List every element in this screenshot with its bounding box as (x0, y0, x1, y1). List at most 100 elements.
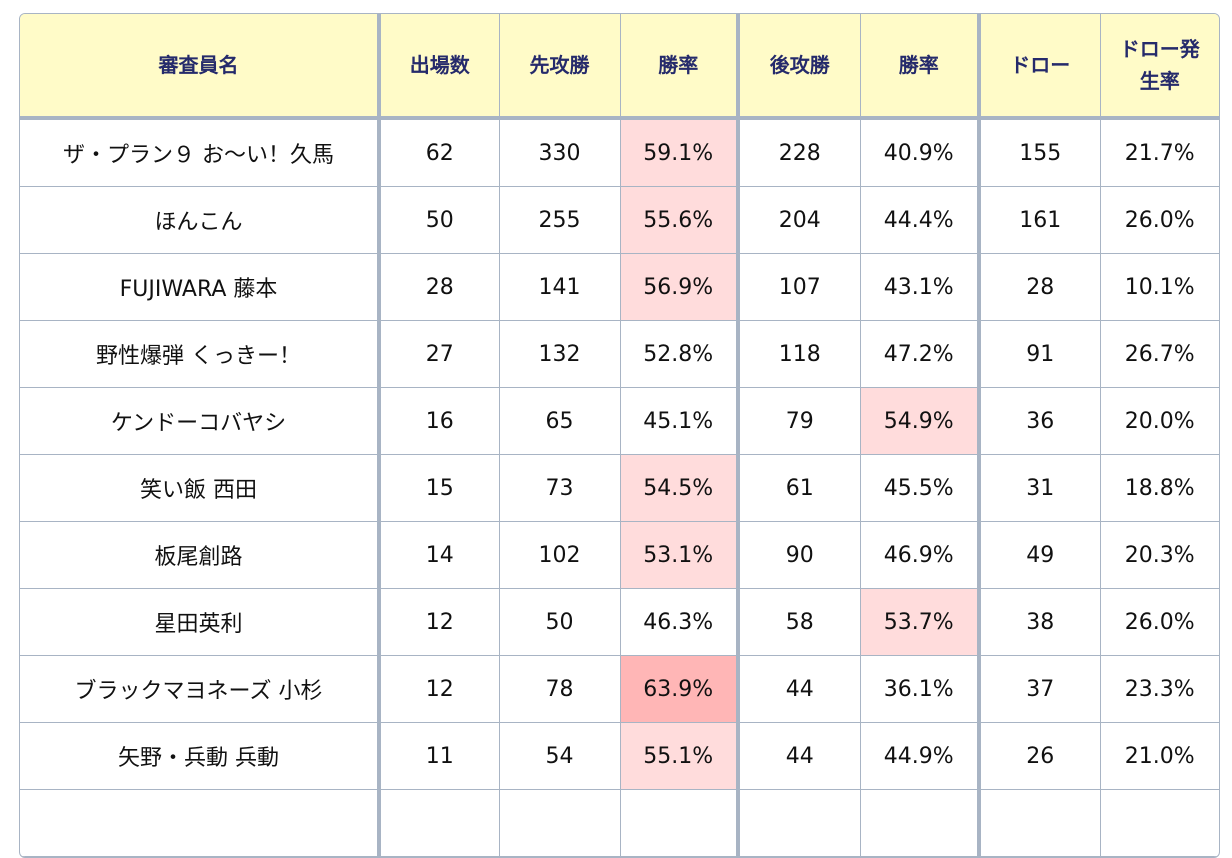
table-row: 星田英利 12 50 46.3% 58 53.7% 38 26.0% (20, 588, 1219, 656)
first-wins-cell: 132 (498, 320, 621, 388)
table-row: ブラックマヨネーズ 小杉 12 78 63.9% 44 36.1% 37 23.3% (20, 655, 1219, 723)
second-rate-cell: 43.1% (859, 253, 981, 321)
header-second-rate[interactable]: 勝率 (859, 14, 981, 120)
appearances-cell: 14 (378, 521, 500, 589)
table-row: 矢野・兵動 兵動 11 54 55.1% 44 44.9% 26 21.0% (20, 722, 1219, 790)
draw-rate-cell: 26.0% (1099, 186, 1219, 254)
first-wins-cell: 255 (498, 186, 621, 254)
table-row: FUJIWARA 藤本 28 141 56.9% 107 43.1% 28 10.1% (20, 253, 1219, 321)
header-draws[interactable]: ドロー (978, 14, 1101, 120)
second-wins-cell: 58 (737, 588, 861, 656)
draws-cell: 28 (978, 253, 1101, 321)
first-wins-cell: 73 (498, 454, 621, 522)
table-row: ほんこん 50 255 55.6% 204 44.4% 161 26.0% (20, 186, 1219, 254)
second-rate-cell: 47.2% (859, 320, 981, 388)
judge-name-cell (20, 789, 381, 857)
second-rate-cell: 45.5% (859, 454, 981, 522)
judge-name-cell: 星田英利 (20, 588, 381, 656)
draws-cell: 38 (978, 588, 1101, 656)
judge-name-cell: 笑い飯 西田 (20, 454, 381, 522)
first-rate-cell: 55.6% (619, 186, 740, 254)
draws-cell: 161 (978, 186, 1101, 254)
judge-name-cell: FUJIWARA 藤本 (20, 253, 381, 321)
judge-name-cell: 野性爆弾 くっきー！ (20, 320, 381, 388)
second-rate-cell: 36.1% (859, 655, 981, 723)
draws-cell: 155 (978, 117, 1101, 187)
table-row: 板尾創路 14 102 53.1% 90 46.9% 49 20.3% (20, 521, 1219, 589)
second-rate-cell: 40.9% (859, 117, 981, 187)
draw-rate-cell: 21.0% (1099, 722, 1219, 790)
draw-rate-cell: 10.1% (1099, 253, 1219, 321)
second-wins-cell: 44 (737, 722, 861, 790)
judge-name-cell: ケンドーコバヤシ (20, 387, 381, 455)
draw-rate-cell: 18.8% (1099, 454, 1219, 522)
first-wins-cell (498, 789, 621, 857)
second-rate-cell: 44.9% (859, 722, 981, 790)
draws-cell: 31 (978, 454, 1101, 522)
first-wins-cell: 330 (498, 117, 621, 187)
draw-rate-cell: 26.7% (1099, 320, 1219, 388)
second-wins-cell: 44 (737, 655, 861, 723)
first-rate-cell: 55.1% (619, 722, 740, 790)
header-first-rate[interactable]: 勝率 (619, 14, 740, 120)
table-row: ザ・プラン９ お～い！久馬 62 330 59.1% 228 40.9% 155 21.7% (20, 117, 1219, 187)
second-rate-cell: 53.7% (859, 588, 981, 656)
first-wins-cell: 65 (498, 387, 621, 455)
first-rate-cell: 56.9% (619, 253, 740, 321)
second-wins-cell: 90 (737, 521, 861, 589)
header-draw-rate[interactable]: ドロー発生率 (1099, 14, 1219, 120)
appearances-cell: 50 (378, 186, 500, 254)
table-row: 野性爆弾 くっきー！ 27 132 52.8% 118 47.2% 91 26.7% (20, 320, 1219, 388)
draws-cell: 26 (978, 722, 1101, 790)
draws-cell: 37 (978, 655, 1101, 723)
first-rate-cell: 53.1% (619, 521, 740, 589)
first-rate-cell: 63.9% (619, 655, 740, 723)
second-wins-cell: 61 (737, 454, 861, 522)
header-judge-name[interactable]: 審査員名 (20, 14, 381, 120)
first-wins-cell: 141 (498, 253, 621, 321)
appearances-cell: 15 (378, 454, 500, 522)
second-rate-cell: 54.9% (859, 387, 981, 455)
table-row: 笑い飯 西田 15 73 54.5% 61 45.5% 31 18.8% (20, 454, 1219, 522)
draw-rate-cell: 20.3% (1099, 521, 1219, 589)
judge-name-cell: 板尾創路 (20, 521, 381, 589)
first-rate-cell: 52.8% (619, 320, 740, 388)
draws-cell: 49 (978, 521, 1101, 589)
first-wins-cell: 50 (498, 588, 621, 656)
judge-name-cell: 矢野・兵動 兵動 (20, 722, 381, 790)
first-wins-cell: 78 (498, 655, 621, 723)
first-rate-cell: 45.1% (619, 387, 740, 455)
first-rate-cell (619, 789, 740, 857)
first-wins-cell: 54 (498, 722, 621, 790)
table-row: ケンドーコバヤシ 16 65 45.1% 79 54.9% 36 20.0% (20, 387, 1219, 455)
judge-name-cell: ザ・プラン９ お～い！久馬 (20, 117, 381, 187)
appearances-cell: 11 (378, 722, 500, 790)
judge-name-cell: ほんこん (20, 186, 381, 254)
first-rate-cell: 54.5% (619, 454, 740, 522)
second-wins-cell: 118 (737, 320, 861, 388)
judge-stats-table: 審査員名 出場数 先攻勝 勝率 後攻勝 勝率 ドロー ドロー発生率 ザ・プラン９… (20, 14, 1219, 857)
appearances-cell: 27 (378, 320, 500, 388)
appearances-cell: 62 (378, 117, 500, 187)
second-wins-cell (737, 789, 861, 857)
appearances-cell: 16 (378, 387, 500, 455)
draws-cell (978, 789, 1101, 857)
header-first-wins[interactable]: 先攻勝 (498, 14, 621, 120)
appearances-cell: 12 (378, 655, 500, 723)
appearances-cell: 28 (378, 253, 500, 321)
first-rate-cell: 59.1% (619, 117, 740, 187)
judge-stats-table-container: 審査員名 出場数 先攻勝 勝率 後攻勝 勝率 ドロー ドロー発生率 ザ・プラン９… (19, 13, 1220, 858)
draw-rate-cell (1099, 789, 1219, 857)
second-rate-cell: 46.9% (859, 521, 981, 589)
second-wins-cell: 228 (737, 117, 861, 187)
header-appearances[interactable]: 出場数 (378, 14, 500, 120)
header-second-wins[interactable]: 後攻勝 (737, 14, 861, 120)
appearances-cell: 12 (378, 588, 500, 656)
second-wins-cell: 107 (737, 253, 861, 321)
header-row: 審査員名 出場数 先攻勝 勝率 後攻勝 勝率 ドロー ドロー発生率 (20, 14, 1219, 120)
draw-rate-cell: 23.3% (1099, 655, 1219, 723)
second-rate-cell (859, 789, 981, 857)
draw-rate-cell: 26.0% (1099, 588, 1219, 656)
appearances-cell (378, 789, 500, 857)
second-wins-cell: 79 (737, 387, 861, 455)
